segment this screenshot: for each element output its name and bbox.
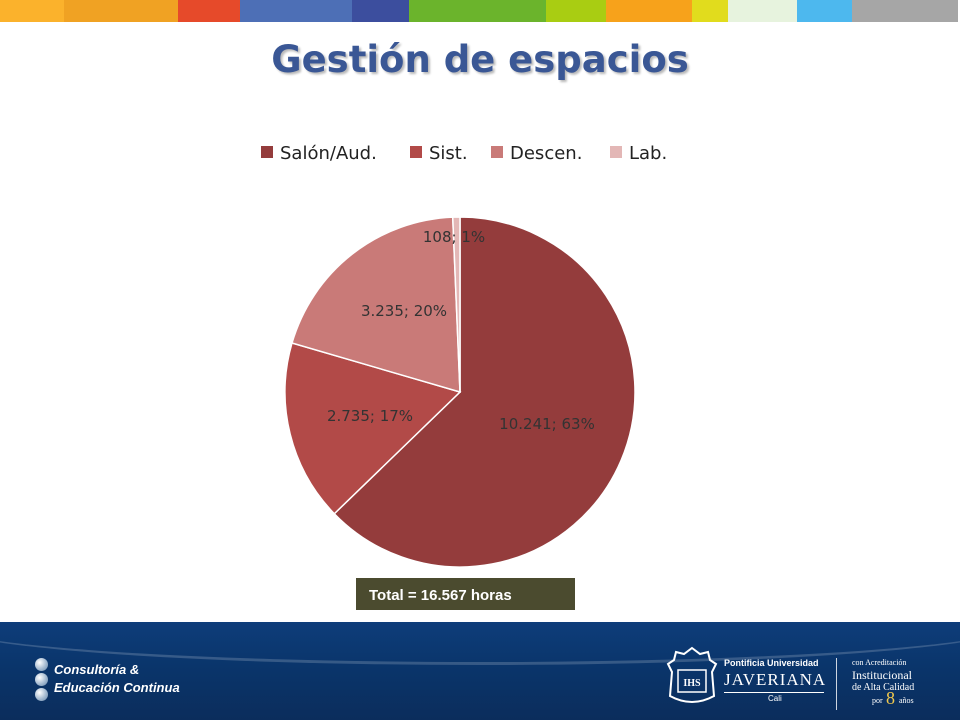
logo-dot-icon: [35, 688, 48, 701]
stripe-segment: [64, 0, 178, 22]
pie-slice-1: [284, 342, 462, 515]
stripe-segment: [240, 0, 352, 22]
stripe-segment: [409, 0, 543, 22]
accreditation-years-word: años: [899, 696, 914, 705]
accreditation-line1: con Acreditación: [852, 658, 907, 667]
chart-legend: Salón/Aud. Sist. Descen. Lab.: [261, 143, 667, 164]
logo-dot-icon: [35, 658, 48, 671]
accreditation-years-number: 8: [886, 688, 895, 708]
consultoria-text: Consultoría &: [54, 662, 140, 677]
crest-letters: IHS: [683, 678, 701, 689]
javeriana-text: JAVERIANA: [724, 670, 827, 689]
total-hours-label: Total = 16.567 horas: [356, 578, 575, 610]
stripe-segment: [178, 0, 240, 22]
legend-swatch-1: [410, 146, 422, 158]
stripe-segment: [852, 0, 958, 22]
university-crest-icon: IHS: [666, 646, 718, 703]
footer-arc-decoration: [0, 622, 960, 665]
stripe-segment: [606, 0, 692, 22]
cali-text: Cali: [768, 694, 782, 703]
pie-slice-3: [451, 216, 461, 393]
pontificia-universidad-text: Pontificia Universidad: [724, 658, 819, 668]
stripe-segment: [797, 0, 852, 22]
slide-title: Gestión de espacios: [271, 38, 689, 81]
legend-label-1: Sist.: [429, 143, 468, 164]
data-label-1: 2.735; 17%: [327, 407, 413, 425]
pie-slice-0: [333, 216, 636, 568]
legend-swatch-2: [491, 146, 503, 158]
educacion-text: Educación Continua: [54, 680, 180, 695]
pie-slice-2: [291, 216, 461, 394]
legend-label-3: Lab.: [629, 143, 667, 164]
legend-swatch-0: [261, 146, 273, 158]
stripe-segment: [0, 0, 64, 22]
data-label-2: 3.235; 20%: [361, 302, 447, 320]
stripe-segment: [352, 0, 409, 22]
legend-label-0: Salón/Aud.: [280, 143, 377, 164]
logo-dot-icon: [35, 673, 48, 686]
top-color-stripe: [0, 0, 960, 22]
pie-slices: [284, 216, 636, 568]
legend-swatch-3: [610, 146, 622, 158]
javeriana-underline: [724, 692, 824, 693]
data-label-3: 108; 1%: [423, 228, 485, 246]
footer-divider: [836, 658, 837, 710]
stripe-segment: [692, 0, 728, 22]
footer-banner: Consultoría & Educación Continua IHS Pon…: [0, 622, 960, 720]
legend-label-2: Descen.: [510, 143, 582, 164]
pie-data-labels: 10.241; 63% 2.735; 17% 3.235; 20% 108; 1%: [327, 228, 595, 433]
accreditation-por: por: [872, 696, 883, 705]
accreditation-line2: Institucional: [852, 668, 912, 682]
data-label-0: 10.241; 63%: [499, 415, 595, 433]
accreditation-line3: de Alta Calidad: [852, 682, 915, 693]
stripe-segment: [728, 0, 797, 22]
stripe-segment: [543, 0, 546, 22]
stripe-segment: [546, 0, 606, 22]
